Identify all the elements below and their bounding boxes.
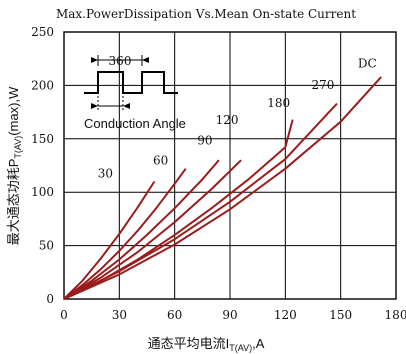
chart-title: Max.PowerDissipation Vs.Mean On-state Cu…	[56, 7, 356, 21]
series-line-270	[63, 102, 338, 300]
x-ticks: 0 30 60 90 120 150 180	[60, 308, 406, 322]
series-label-90: 90	[197, 133, 212, 147]
series-lines	[63, 76, 382, 300]
y-tick-label: 50	[39, 239, 54, 253]
y-ticks: 0 50 100 150 200 250	[31, 25, 54, 306]
series-label-120: 120	[216, 113, 239, 127]
x-tick-label: 30	[112, 308, 127, 322]
angle-arrow-right-icon	[123, 103, 130, 109]
y-tick-label: 200	[31, 78, 54, 92]
angle-arrow-left-icon	[91, 103, 98, 109]
series-label-180: 180	[267, 96, 290, 110]
series-line-90	[63, 159, 220, 300]
series-line-30	[63, 180, 156, 300]
series-line-120	[63, 159, 242, 300]
y-tick-label: 250	[31, 25, 54, 39]
conduction-angle-inset: 360 Conduction Angle	[84, 54, 186, 131]
series-label-270: 270	[312, 78, 335, 92]
x-axis-label-suffix: ,A	[252, 336, 265, 351]
x-tick-label: 180	[385, 308, 406, 322]
plot-frame	[63, 31, 397, 300]
period-label: 360	[109, 54, 132, 68]
series-line-60	[63, 168, 187, 300]
series-line-dc	[63, 76, 382, 300]
x-axis-label-main: I	[226, 336, 230, 351]
series-labels: 30 60 90 120 180 270 DC	[98, 57, 377, 181]
y-tick-label: 0	[46, 292, 54, 306]
x-tick-label: 0	[60, 308, 68, 322]
y-axis-label-main: P	[6, 159, 21, 168]
y-axis-label-suffix: (max),W	[6, 86, 21, 136]
period-arrow-right-icon	[142, 57, 149, 63]
y-axis-label-prefix: 最大通态功耗	[7, 167, 22, 245]
x-tick-label: 150	[329, 308, 352, 322]
period-arrow-left-icon	[91, 57, 98, 63]
series-label-30: 30	[98, 167, 113, 181]
y-tick-label: 100	[31, 185, 54, 199]
series-label-60: 60	[153, 154, 168, 168]
x-tick-label: 90	[222, 308, 237, 322]
x-axis-label-sub: T(AV)	[229, 343, 252, 353]
grid	[64, 32, 396, 299]
y-tick-label: 150	[31, 132, 54, 146]
inset-caption: Conduction Angle	[84, 116, 186, 131]
x-tick-label: 120	[274, 308, 297, 322]
series-label-dc: DC	[358, 57, 377, 71]
x-axis-label: 通态平均电流IT(AV),A	[148, 336, 265, 353]
waveform-icon	[84, 71, 178, 94]
y-axis-label: 最大通态功耗PT(AV)(max),W	[6, 86, 23, 245]
y-axis-label-sub: T(AV)	[13, 136, 23, 159]
x-tick-label: 60	[167, 308, 182, 322]
x-axis-label-prefix: 通态平均电流	[148, 337, 226, 352]
